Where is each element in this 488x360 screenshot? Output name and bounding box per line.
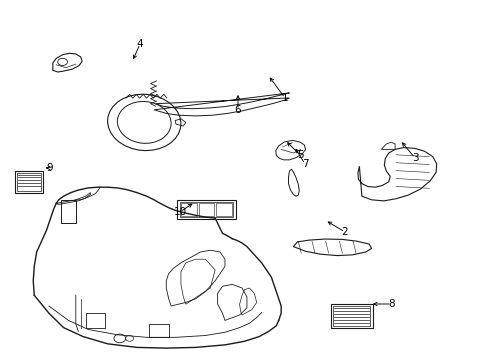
Text: 4: 4 [137,39,143,49]
Text: 10: 10 [173,207,186,217]
Text: 9: 9 [46,163,53,173]
Text: 8: 8 [388,299,394,309]
Text: 5: 5 [296,150,303,160]
Text: 1: 1 [281,93,288,103]
Text: 3: 3 [411,153,417,163]
Text: 2: 2 [341,227,347,237]
Text: 7: 7 [301,159,307,169]
Text: 6: 6 [234,105,241,115]
